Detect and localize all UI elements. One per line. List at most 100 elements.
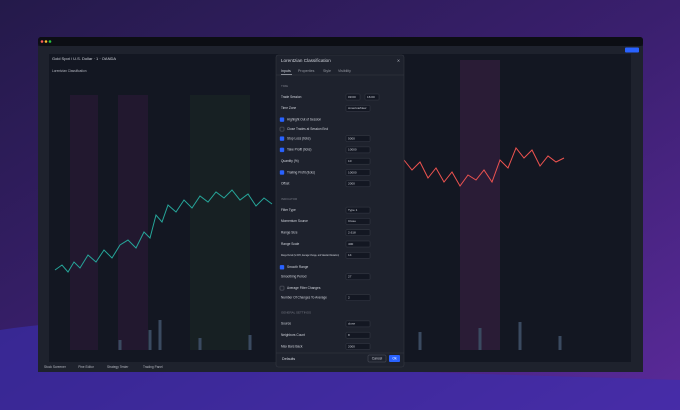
max-dot[interactable]: [48, 40, 52, 43]
bottom-tab[interactable]: Strategy Tester: [107, 365, 129, 369]
checkbox[interactable]: [279, 285, 285, 291]
input-value: 10000: [348, 170, 357, 174]
field-label: Number Of Changes To Average: [281, 295, 327, 299]
input-box[interactable]: [345, 218, 371, 225]
input-box[interactable]: [345, 93, 361, 101]
input-box[interactable]: [345, 332, 371, 339]
session-band: [70, 95, 98, 350]
field-label: Time Zone: [281, 106, 296, 110]
field-label: Range Scale: [281, 242, 299, 246]
checkbox[interactable]: [279, 170, 285, 175]
input-value: 14: [348, 253, 352, 257]
field-label: Range Period (for ATR, Average Change, a…: [281, 253, 339, 257]
cancel-button[interactable]: Cancel: [372, 357, 383, 361]
input-value: 5000: [348, 136, 355, 140]
field-label: Filter Type: [281, 208, 296, 212]
input-box[interactable]: [345, 240, 371, 248]
input-box[interactable]: [345, 146, 371, 154]
input-value: 10000: [348, 148, 357, 152]
field-label: Max Bars Back: [281, 344, 303, 348]
input-box[interactable]: [345, 320, 371, 328]
ok-frame[interactable]: [389, 355, 400, 362]
price-line: [403, 147, 565, 187]
input-box[interactable]: [345, 294, 371, 301]
input-box[interactable]: [345, 105, 371, 112]
bottom-tab[interactable]: Stock Screener: [44, 365, 67, 369]
bottom-tab[interactable]: Trading Panel: [143, 365, 163, 369]
field-label: Offset: [281, 182, 290, 186]
field-label: Highlight Out of Session: [287, 117, 321, 121]
input-value: Type 1: [348, 208, 358, 212]
input-box[interactable]: [345, 157, 371, 165]
section-heading: TIME: [281, 84, 288, 88]
input-value: 09:00: [348, 95, 356, 99]
session-band: [118, 95, 148, 350]
input-value: America/New: [348, 106, 367, 110]
field-label: Source: [281, 322, 291, 326]
dialog-tab[interactable]: Visibility: [338, 69, 351, 73]
defaults-button[interactable]: Defaults: [282, 357, 295, 361]
input-value: 2: [348, 295, 350, 299]
input-value: 2.618: [348, 231, 356, 235]
tab-bar: [38, 37, 643, 46]
session-band: [460, 60, 500, 350]
field-label: Trade Session: [281, 95, 302, 99]
ok-button[interactable]: Ok: [392, 357, 397, 361]
input-box[interactable]: [364, 93, 380, 101]
input-value: 27: [348, 275, 352, 279]
symbol-title: Gold Spot / U.S. Dollar · 1 · OANDA: [52, 56, 116, 61]
checkbox[interactable]: [279, 126, 285, 132]
section-heading: INDICATOR: [281, 197, 298, 201]
volume-bars: [118, 320, 562, 350]
input-box[interactable]: [345, 180, 371, 188]
field-label: Quantity (%): [281, 159, 299, 163]
checkbox[interactable]: [279, 147, 285, 153]
dialog-title: Lorentzian Classification: [281, 58, 331, 63]
field-label: Take Profit (ticks): [287, 148, 311, 152]
input-value: 10: [348, 159, 352, 163]
field-label: Stop Loss (ticks): [287, 136, 311, 140]
dialog-close[interactable]: ×: [397, 58, 400, 64]
field-label: Average Filter Changes: [287, 286, 321, 290]
settings-dialog: Lorentzian Classification × Inputs Proper…: [275, 54, 405, 368]
price-line: [54, 189, 273, 273]
section-heading: GENERAL SETTINGS: [281, 311, 311, 315]
input-box[interactable]: [345, 206, 371, 214]
field-label: Momentum Source: [281, 219, 308, 223]
field-label: Smoothing Period: [281, 275, 307, 279]
input-box[interactable]: [345, 135, 371, 142]
checkbox[interactable]: [279, 265, 285, 270]
input-box[interactable]: [345, 273, 371, 280]
input-value: 400: [348, 242, 353, 246]
close-dot[interactable]: [40, 40, 44, 43]
publish-button[interactable]: [625, 47, 639, 53]
input-value: 8: [348, 333, 350, 337]
input-box[interactable]: [345, 252, 371, 259]
indicator-legend: Lorentzian Classification: [52, 69, 87, 73]
right-toolbar: [631, 54, 643, 362]
session-band: [190, 95, 250, 350]
input-value: Close: [348, 219, 356, 223]
dialog-panel: [275, 54, 405, 368]
dialog-tab[interactable]: Properties: [298, 69, 315, 73]
input-value: 2000: [348, 344, 355, 348]
left-toolbar: [38, 54, 49, 362]
cancel-frame[interactable]: [367, 354, 387, 363]
input-value: 2000: [348, 182, 355, 186]
checkbox[interactable]: [279, 136, 285, 141]
input-box[interactable]: [345, 343, 371, 350]
input-box[interactable]: [345, 169, 371, 176]
bottom-tab[interactable]: Pine Editor: [78, 365, 95, 369]
dialog-tab[interactable]: Inputs: [281, 69, 291, 73]
dialog-tab[interactable]: Style: [323, 69, 331, 73]
field-label: Range Size: [281, 231, 298, 235]
field-label: Neighbors Count: [281, 333, 305, 337]
input-box[interactable]: [345, 229, 371, 236]
input-value: close: [348, 322, 356, 326]
field-label: Smooth Range: [287, 265, 308, 269]
checkbox[interactable]: [279, 117, 285, 122]
field-label: Trailing Profit (ticks): [287, 170, 315, 174]
min-dot[interactable]: [44, 40, 48, 43]
